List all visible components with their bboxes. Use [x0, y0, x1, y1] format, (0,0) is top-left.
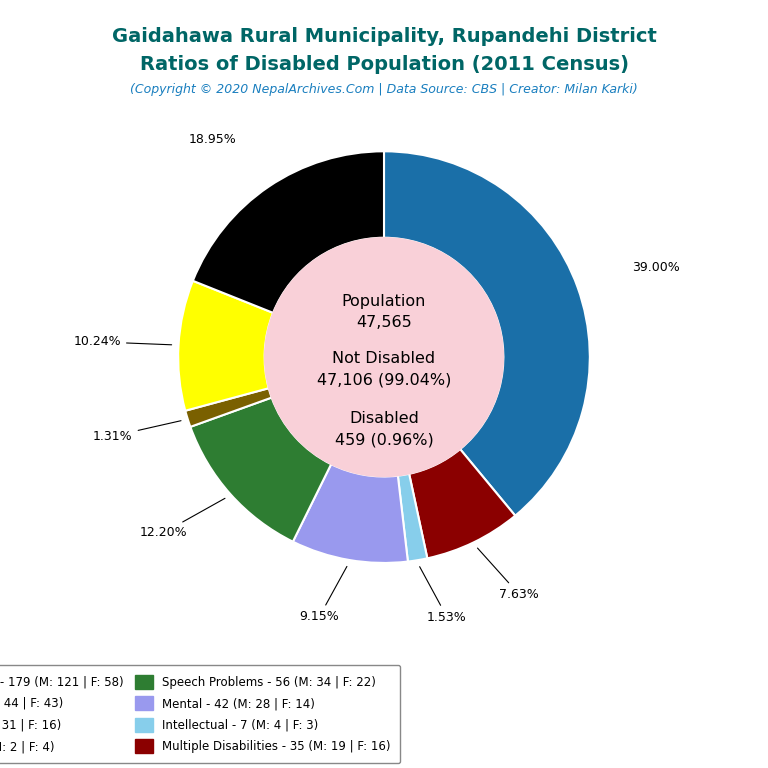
Circle shape	[265, 238, 503, 476]
Text: Population
47,565: Population 47,565	[342, 294, 426, 329]
Text: 10.24%: 10.24%	[74, 336, 171, 349]
Text: (Copyright © 2020 NepalArchives.Com | Data Source: CBS | Creator: Milan Karki): (Copyright © 2020 NepalArchives.Com | Da…	[130, 83, 638, 96]
Wedge shape	[185, 388, 272, 427]
Text: Not Disabled
47,106 (99.04%): Not Disabled 47,106 (99.04%)	[317, 352, 451, 388]
Wedge shape	[384, 151, 590, 515]
Wedge shape	[398, 474, 427, 561]
Wedge shape	[190, 398, 331, 541]
Text: 12.20%: 12.20%	[140, 498, 225, 539]
Text: Disabled
459 (0.96%): Disabled 459 (0.96%)	[335, 411, 433, 447]
Wedge shape	[193, 151, 384, 313]
Wedge shape	[178, 281, 273, 411]
Text: 18.95%: 18.95%	[188, 133, 237, 145]
Text: 39.00%: 39.00%	[632, 261, 680, 274]
Wedge shape	[293, 464, 408, 563]
Text: 1.31%: 1.31%	[93, 421, 181, 442]
Text: Gaidahawa Rural Municipality, Rupandehi District: Gaidahawa Rural Municipality, Rupandehi …	[111, 27, 657, 46]
Text: 9.15%: 9.15%	[300, 567, 347, 623]
Text: 7.63%: 7.63%	[478, 548, 539, 601]
Text: 1.53%: 1.53%	[419, 567, 467, 624]
Text: Ratios of Disabled Population (2011 Census): Ratios of Disabled Population (2011 Cens…	[140, 55, 628, 74]
Legend: Physically Disable - 179 (M: 121 | F: 58), Blind Only - 87 (M: 44 | F: 43), Deaf: Physically Disable - 179 (M: 121 | F: 58…	[0, 665, 400, 763]
Wedge shape	[409, 449, 515, 558]
